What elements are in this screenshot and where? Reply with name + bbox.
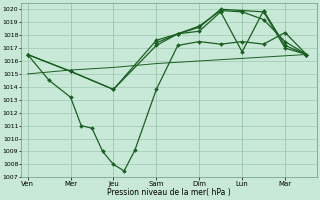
X-axis label: Pression niveau de la mer( hPa ): Pression niveau de la mer( hPa ) xyxy=(107,188,231,197)
